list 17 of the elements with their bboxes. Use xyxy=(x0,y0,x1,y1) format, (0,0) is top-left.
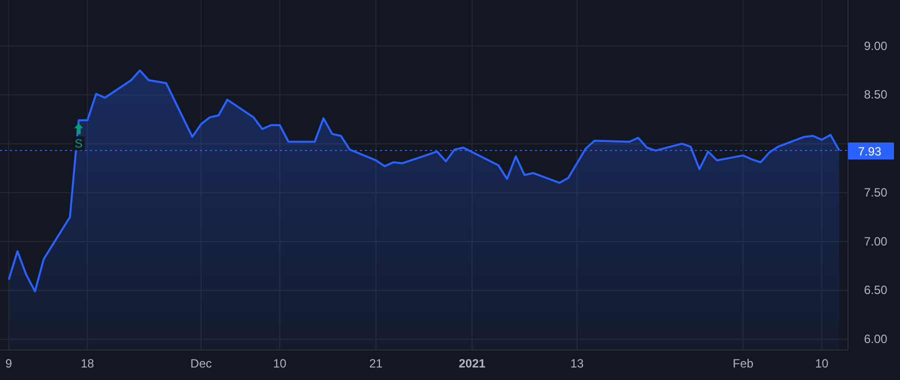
annotation: S xyxy=(74,136,83,150)
x-tick-label: 13 xyxy=(570,356,584,371)
y-tick-label: 9.00 xyxy=(864,38,888,53)
x-tick-label: 9 xyxy=(5,356,12,371)
x-tick-label: 2021 xyxy=(458,356,486,371)
x-tick-label: Dec xyxy=(190,356,212,371)
x-tick-label: 10 xyxy=(815,356,829,371)
ref-line-label: 7.93 xyxy=(858,144,882,159)
y-tick-label: 6.00 xyxy=(864,332,888,346)
x-tick-label: 21 xyxy=(369,356,383,371)
x-tick-label: Feb xyxy=(732,356,754,371)
x-tick-label: 10 xyxy=(273,356,287,371)
y-tick-label: 6.50 xyxy=(864,283,888,298)
y-tick-label: 7.00 xyxy=(864,234,888,248)
x-tick-label: 18 xyxy=(80,356,94,371)
y-tick-label: 7.50 xyxy=(864,185,888,200)
y-tick-label: 8.50 xyxy=(864,88,888,102)
